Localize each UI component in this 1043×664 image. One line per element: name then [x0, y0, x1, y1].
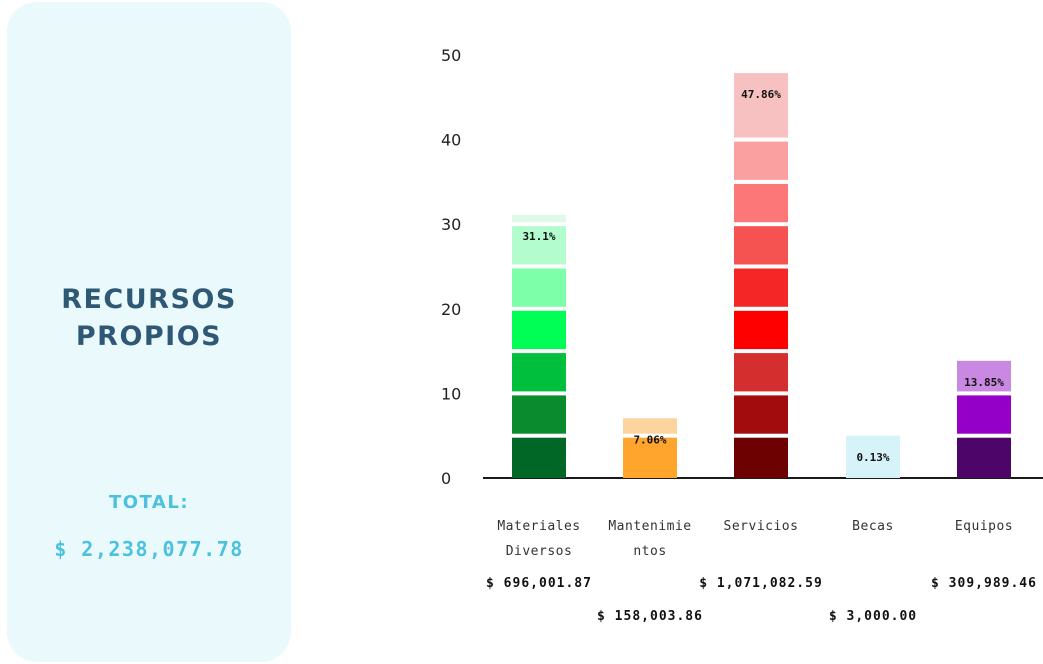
- x-tick-label: ntos: [633, 544, 666, 559]
- summary-panel: [7, 2, 291, 662]
- bar-value-label: 47.86%: [741, 88, 781, 101]
- bar-segment: [512, 268, 566, 307]
- bar-segment: [734, 226, 788, 265]
- bar-value-label: 13.85%: [964, 376, 1004, 389]
- bar-segment: [734, 395, 788, 434]
- category-amount-label: $ 1,071,082.59: [699, 576, 823, 591]
- total-label: TOTAL:: [108, 492, 190, 513]
- x-tick-label: Becas: [852, 519, 894, 534]
- y-tick-label: 0: [441, 469, 451, 488]
- y-tick-label: 20: [441, 300, 461, 319]
- bar-segment: [734, 141, 788, 180]
- bar-segment: [957, 360, 1011, 392]
- bar-value-label: 7.06%: [633, 433, 666, 446]
- x-tick-label: Mantenimie: [608, 519, 691, 534]
- y-tick-label: 50: [441, 46, 461, 65]
- y-tick-label: 10: [441, 384, 461, 403]
- x-tick-label: Servicios: [724, 519, 799, 534]
- category-amount-label: $ 158,003.86: [597, 609, 703, 624]
- bar-segment: [512, 226, 566, 265]
- y-tick-label: 30: [441, 215, 461, 234]
- total-value: $ 2,238,077.78: [54, 537, 244, 561]
- bar-segment: [957, 395, 1011, 434]
- bar-segment: [512, 310, 566, 350]
- bar-segment: [734, 73, 788, 138]
- bar-segment: [623, 418, 677, 434]
- category-amount-label: $ 696,001.87: [486, 576, 592, 591]
- bar-segment: [734, 310, 788, 350]
- panel-title: RECURSOS PROPIOS: [7, 281, 291, 355]
- bar-segment: [957, 437, 1011, 478]
- bar-segment: [512, 214, 566, 223]
- panel-title-line2: PROPIOS: [75, 321, 223, 352]
- bar-segment: [512, 395, 566, 434]
- bar-segment: [512, 437, 566, 478]
- y-tick-label: 40: [441, 131, 461, 150]
- bar-segment: [734, 268, 788, 307]
- panel-title-line1: RECURSOS: [61, 284, 237, 315]
- x-tick-label: Diversos: [506, 544, 573, 559]
- bar-segment: [734, 183, 788, 223]
- category-amount-label: $ 309,989.46: [931, 576, 1037, 591]
- bar-value-label: 31.1%: [522, 230, 555, 243]
- bar-segment: [623, 437, 677, 478]
- x-tick-label: Equipos: [955, 519, 1013, 534]
- bar-segment: [512, 353, 566, 392]
- bar-segment: [734, 437, 788, 478]
- bar-segment: [734, 353, 788, 392]
- category-amount-label: $ 3,000.00: [829, 609, 917, 624]
- bar-segment: [846, 435, 900, 478]
- bar-value-label: 0.13%: [856, 451, 889, 464]
- x-tick-label: Materiales: [497, 519, 580, 534]
